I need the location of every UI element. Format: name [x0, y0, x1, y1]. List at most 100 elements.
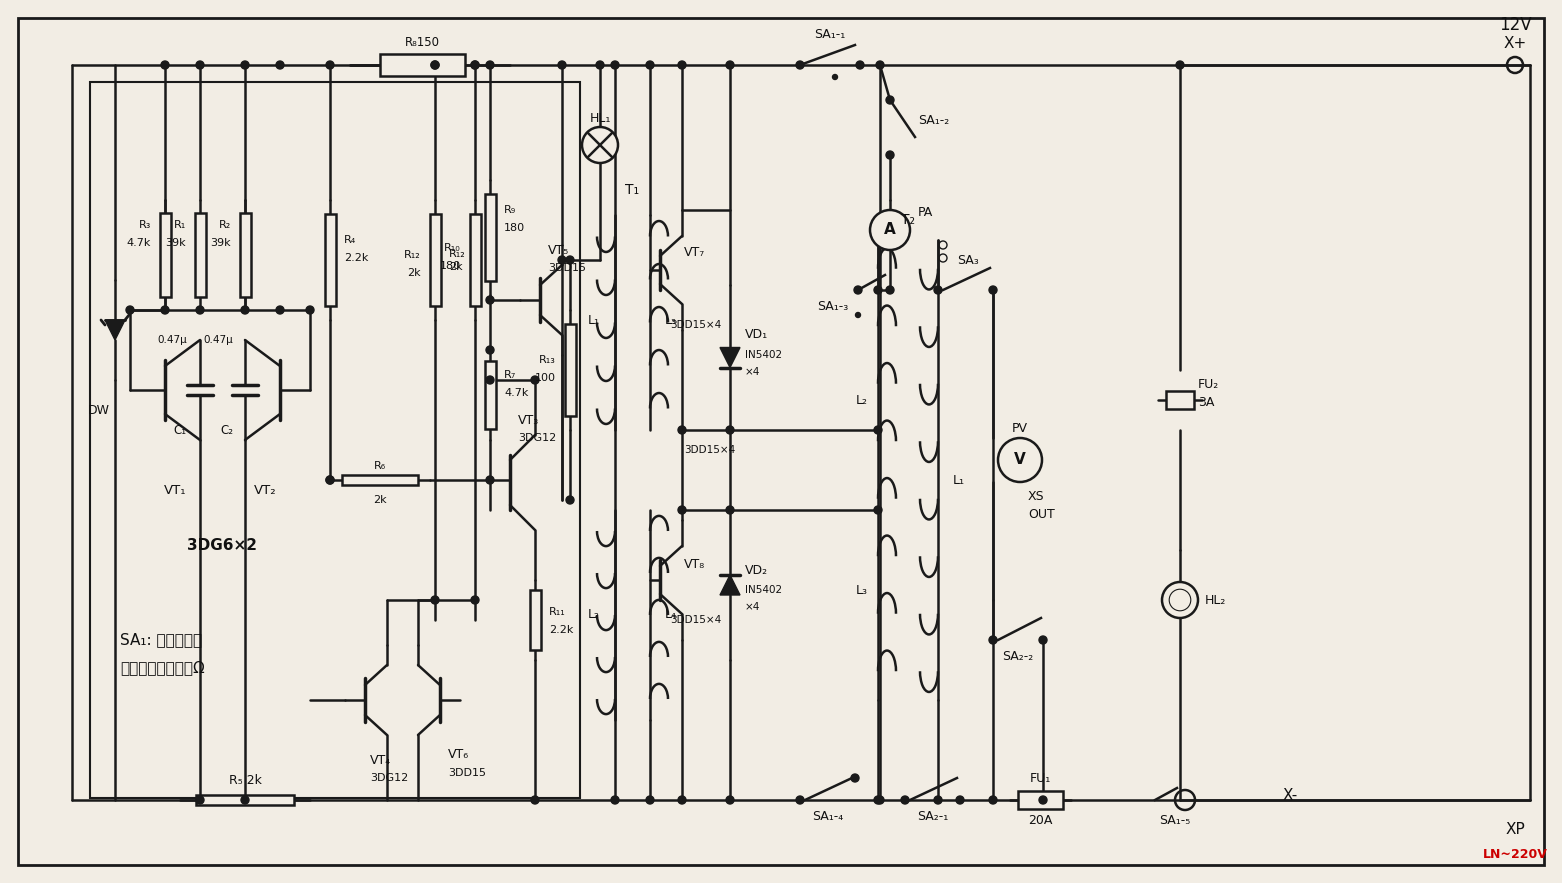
Text: HL₂: HL₂	[1204, 593, 1226, 607]
Circle shape	[886, 286, 893, 294]
Circle shape	[797, 61, 804, 69]
Text: 180: 180	[440, 261, 461, 271]
Circle shape	[195, 796, 205, 804]
Text: FU₁: FU₁	[1029, 772, 1051, 784]
Circle shape	[558, 256, 565, 264]
Circle shape	[195, 61, 205, 69]
Bar	[325, 215, 336, 306]
Text: SA₁-₃: SA₁-₃	[817, 299, 848, 313]
Circle shape	[276, 61, 284, 69]
Text: 4.7k: 4.7k	[127, 238, 152, 248]
Text: SA₁-₅: SA₁-₅	[1159, 813, 1190, 826]
Circle shape	[583, 127, 619, 163]
Circle shape	[326, 61, 334, 69]
Text: C₁: C₁	[173, 424, 187, 436]
Circle shape	[989, 286, 997, 294]
Circle shape	[306, 306, 314, 314]
Text: L₂: L₂	[587, 608, 600, 622]
Text: R₂: R₂	[219, 220, 231, 230]
Circle shape	[565, 496, 573, 504]
Circle shape	[431, 596, 439, 604]
Circle shape	[161, 61, 169, 69]
Circle shape	[886, 151, 893, 159]
Circle shape	[472, 61, 480, 69]
Circle shape	[276, 306, 284, 314]
Text: V: V	[1014, 452, 1026, 467]
Circle shape	[531, 376, 539, 384]
Circle shape	[531, 796, 539, 804]
Text: SA₁: 在逆变位置: SA₁: 在逆变位置	[120, 632, 201, 647]
Text: 39k: 39k	[211, 238, 231, 248]
Text: R₆: R₆	[373, 461, 386, 471]
Circle shape	[1162, 582, 1198, 618]
Text: IN5402: IN5402	[745, 350, 783, 360]
Circle shape	[726, 426, 734, 434]
Text: ×4: ×4	[745, 602, 761, 612]
Circle shape	[875, 506, 883, 514]
Circle shape	[886, 96, 893, 104]
Text: VT₄: VT₄	[370, 753, 390, 766]
Circle shape	[647, 61, 654, 69]
Circle shape	[875, 426, 883, 434]
Text: R₇: R₇	[505, 370, 517, 380]
Text: 3A: 3A	[1198, 396, 1214, 409]
Text: VT₂: VT₂	[253, 484, 276, 496]
Text: 180: 180	[505, 223, 525, 233]
Text: A: A	[884, 223, 897, 238]
Text: L₂: L₂	[856, 394, 868, 406]
Circle shape	[726, 506, 734, 514]
Circle shape	[647, 796, 654, 804]
Text: R₁₀: R₁₀	[444, 243, 461, 253]
Text: VD₂: VD₂	[745, 563, 769, 577]
Circle shape	[565, 256, 573, 264]
Text: R₃: R₃	[139, 220, 152, 230]
Polygon shape	[105, 320, 125, 340]
Circle shape	[1176, 61, 1184, 69]
Text: SA₁-₁: SA₁-₁	[814, 28, 845, 42]
Text: VD₁: VD₁	[745, 328, 769, 342]
Circle shape	[934, 796, 942, 804]
Text: VT₈: VT₈	[684, 559, 706, 571]
Text: 100: 100	[536, 373, 556, 383]
Circle shape	[241, 306, 248, 314]
Circle shape	[854, 286, 862, 294]
Text: IN5402: IN5402	[745, 585, 783, 595]
Circle shape	[195, 306, 205, 314]
Circle shape	[1039, 636, 1047, 644]
Bar	[380, 54, 465, 76]
Text: L₁: L₁	[953, 473, 965, 487]
Text: OUT: OUT	[1028, 508, 1054, 520]
Text: SA₂-₁: SA₂-₁	[917, 810, 948, 822]
Circle shape	[472, 61, 480, 69]
Text: 3DD15×4: 3DD15×4	[684, 445, 736, 455]
Circle shape	[833, 74, 837, 79]
Polygon shape	[720, 575, 740, 595]
Circle shape	[326, 476, 334, 484]
Text: HL₁: HL₁	[589, 112, 611, 125]
Circle shape	[241, 61, 248, 69]
Circle shape	[241, 796, 248, 804]
Text: R₁₃: R₁₃	[539, 355, 556, 365]
Text: R₉: R₉	[505, 205, 517, 215]
Polygon shape	[720, 348, 740, 367]
Text: 3DD15×4: 3DD15×4	[670, 615, 722, 625]
Circle shape	[678, 426, 686, 434]
Circle shape	[856, 313, 861, 318]
Text: 2k: 2k	[408, 268, 422, 278]
Circle shape	[678, 61, 686, 69]
Circle shape	[486, 346, 494, 354]
Bar	[530, 590, 540, 651]
Text: 2.2k: 2.2k	[344, 253, 369, 263]
Bar	[430, 215, 440, 306]
Circle shape	[798, 797, 803, 803]
Text: SA₁-₄: SA₁-₄	[812, 810, 843, 822]
Circle shape	[998, 438, 1042, 482]
Circle shape	[558, 61, 565, 69]
Text: 0.47μ: 0.47μ	[203, 335, 233, 345]
Text: C₂: C₂	[220, 424, 233, 436]
Text: 3DG12: 3DG12	[370, 773, 408, 783]
Bar	[239, 213, 250, 297]
Circle shape	[934, 286, 942, 294]
Text: 12V: 12V	[1498, 16, 1531, 34]
Text: 3DD15: 3DD15	[448, 768, 486, 778]
